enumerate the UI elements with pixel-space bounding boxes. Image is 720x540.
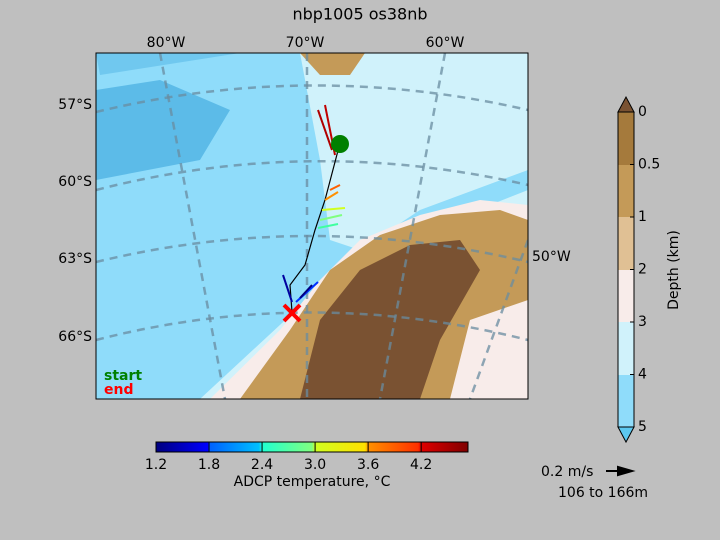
map: start end (96, 53, 528, 399)
scale-depth-range: 106 to 166m (558, 485, 648, 501)
depth-colorbar (617, 95, 635, 444)
colorbar-tick-label: 3.0 (304, 457, 326, 473)
lat-label: 60°S (58, 174, 92, 190)
legend-start: start (104, 368, 142, 384)
legend-end: end (104, 382, 133, 398)
lon-label: 70°W (286, 35, 325, 51)
colorbar-tick-label: 0.5 (638, 157, 660, 173)
colorbar-tick-label: 4 (638, 367, 647, 383)
lat-label: 66°S (58, 329, 92, 345)
colorbar-tick-label: 1.8 (198, 457, 220, 473)
colorbar-tick-label: 1.2 (145, 457, 167, 473)
colorbar-tick-label: 2 (638, 262, 647, 278)
colorbar-tick-label: 0 (638, 104, 647, 120)
lon-label: 60°W (426, 35, 465, 51)
colorbar-tick-label: 3 (638, 314, 647, 330)
lon-label: 50°W (532, 249, 571, 265)
map-frame (95, 52, 529, 400)
lon-label: 80°W (147, 35, 186, 51)
lat-label: 57°S (58, 97, 92, 113)
colorbar-tick-label: 5 (638, 419, 647, 435)
scale-arrow (606, 465, 636, 477)
lat-label: 63°S (58, 251, 92, 267)
depth-colorbar-label: Depth (km) (666, 230, 682, 310)
title: nbp1005 os38nb (292, 5, 427, 24)
scale-speed: 0.2 m/s (541, 464, 593, 480)
colorbar-tick-label: 2.4 (251, 457, 273, 473)
temperature-colorbar-label: ADCP temperature, °C (234, 474, 391, 490)
colorbar-tick-label: 4.2 (410, 457, 432, 473)
colorbar-tick-label: 1 (638, 209, 647, 225)
colorbar-tick-label: 3.6 (357, 457, 379, 473)
